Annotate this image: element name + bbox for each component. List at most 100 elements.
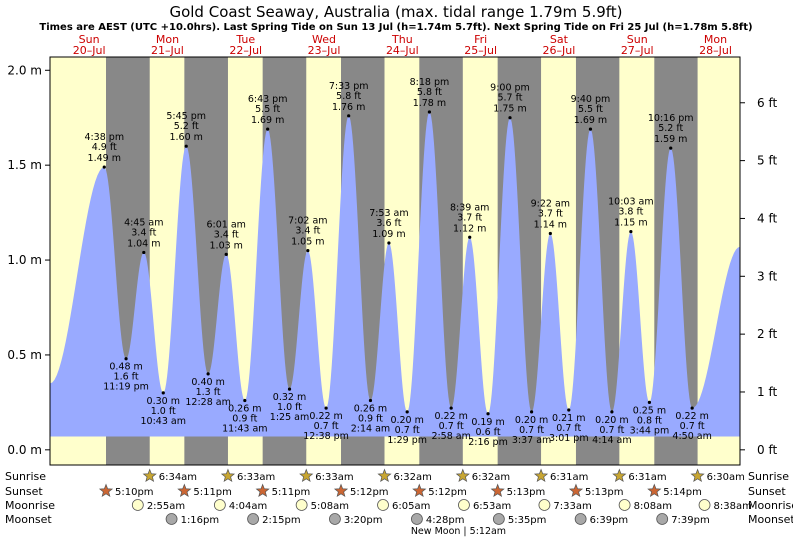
moonrise-time-label: 5:08am (311, 501, 349, 512)
tide-ft-label: 3.4 ft (295, 226, 320, 237)
chart-title: Gold Coast Seaway, Australia (max. tidal… (169, 3, 622, 21)
tide-time-label: 5:45 pm (166, 111, 206, 122)
tide-ft-label: 4.9 ft (92, 142, 117, 153)
moonrise-row-label-left: Moonrise (5, 499, 55, 512)
tide-m-label: 0.26 m (354, 403, 387, 414)
circle-icon (618, 499, 631, 511)
moonrise-time-label: 8:38am (714, 501, 752, 512)
circle-icon (329, 513, 341, 525)
tide-point (347, 114, 351, 118)
day-date-label: 21–Jul (151, 44, 184, 57)
tide-m-label: 1.59 m (654, 134, 687, 145)
tide-point (243, 398, 247, 403)
tide-ft-label: 5.5 ft (255, 104, 280, 115)
tide-time-label: 4:14 am (592, 435, 631, 446)
tide-time-label: 1:29 pm (387, 435, 427, 446)
right-tick-label: 2 ft (757, 327, 777, 341)
tide-point (102, 165, 106, 169)
tide-time-label: 9:00 pm (490, 83, 530, 94)
day-date-label: 26–Jul (543, 44, 576, 57)
tide-m-label: 1.60 m (169, 132, 202, 143)
day-name-label: Thu (391, 33, 413, 46)
new-moon-label: New Moon | 5:12am (411, 526, 506, 537)
right-tick-label: 3 ft (757, 269, 777, 283)
tide-time-label: 8:18 pm (410, 77, 450, 88)
tide-ft-label: 3.7 ft (538, 208, 563, 219)
circle-icon (165, 513, 178, 525)
tide-m-label: 1.78 m (413, 98, 446, 109)
tide-point (142, 250, 146, 255)
tide-ft-label: 3.4 ft (131, 227, 156, 238)
circle-icon (131, 499, 144, 511)
tide-m-label: 0.19 m (471, 417, 504, 428)
tide-point (629, 229, 633, 234)
tide-point (266, 127, 270, 131)
sunrise-time-label: 6:33am (237, 472, 275, 483)
day-date-label: 24–Jul (386, 44, 419, 57)
tide-ft-label: 1.0 ft (277, 402, 302, 413)
tide-point (647, 400, 652, 404)
tide-point (184, 144, 188, 148)
moonrise-time-label: 2:55am (147, 501, 185, 512)
tide-point (124, 357, 128, 361)
day-name-label: Sat (550, 33, 569, 46)
star-icon (377, 468, 392, 483)
sunrise-time-label: 6:31am (628, 472, 666, 483)
tide-time-label: 9:22 am (531, 198, 570, 209)
tide-point (567, 408, 571, 412)
right-tick-label: 0 ft (757, 443, 777, 457)
circle-icon (247, 513, 259, 525)
sunset-time-label: 5:10pm (115, 487, 154, 498)
star-icon (177, 483, 192, 498)
tide-m-label: 0.25 m (633, 405, 666, 416)
moonset-row-label-right: Moonset (748, 513, 793, 526)
tide-ft-label: 5.8 ft (336, 91, 361, 102)
sunset-time-label: 5:13pm (507, 487, 546, 498)
tide-time-label: 12:38 pm (303, 431, 349, 442)
circle-icon (295, 499, 308, 511)
star-icon (647, 483, 662, 498)
tide-time-label: 3:37 am (512, 435, 551, 446)
plot-frame (49, 56, 741, 466)
moonrise-time-label: 6:05am (392, 501, 430, 512)
tide-m-label: 0.40 m (191, 377, 224, 388)
moonrise-time-label: 8:08am (634, 501, 672, 512)
day-name-label: Mon (156, 33, 179, 46)
tide-point (529, 410, 534, 414)
moonset-time-label: 7:39pm (671, 515, 710, 526)
right-tick-label: 6 ft (757, 96, 777, 110)
tide-time-label: 2:14 am (351, 423, 390, 434)
sunrise-time-label: 6:30am (707, 472, 745, 483)
moonset-time-label: 6:39pm (590, 515, 629, 526)
tide-ft-label: 5.2 ft (174, 121, 199, 132)
tide-point (669, 146, 673, 150)
sunset-time-label: 5:14pm (663, 487, 702, 498)
moonset-time-label: 3:20pm (344, 515, 383, 526)
tide-time-label: 10:03 am (608, 197, 653, 208)
sunset-time-label: 5:13pm (585, 487, 624, 498)
sunset-time-label: 5:11pm (193, 487, 232, 498)
star-icon (455, 468, 470, 483)
circle-icon (377, 499, 389, 511)
star-icon (98, 483, 114, 498)
day-labels: Sun20–JulMon21–JulTue22–JulWed23–JulThu2… (73, 33, 732, 57)
tide-point (610, 410, 614, 414)
tide-time-label: 8:39 am (450, 202, 489, 213)
tide-time-label: 7:53 am (369, 208, 408, 219)
tide-time-label: 1:25 am (270, 412, 309, 423)
moonrise-time-label: 6:53am (473, 501, 511, 512)
circle-icon (213, 499, 226, 511)
sunset-row-label-right: Sunset (748, 485, 786, 498)
tide-ft-label: 0.9 ft (358, 413, 383, 424)
tide-area-path (50, 112, 740, 437)
tide-m-label: 1.49 m (88, 153, 121, 164)
sunrise-time-label: 6:33am (315, 472, 353, 483)
moonrise-row-label-right: Moonrise (748, 499, 793, 512)
tide-m-label: 1.15 m (614, 218, 647, 229)
tide-m-label: 1.14 m (534, 219, 567, 230)
tide-time-label: 7:33 pm (329, 81, 369, 92)
astronomy-rows: Sunrise Sunrise 6:34am 6:33am 6:33am 6:32am 6:… (5, 468, 793, 537)
star-icon (255, 483, 270, 498)
star-icon (299, 468, 314, 483)
